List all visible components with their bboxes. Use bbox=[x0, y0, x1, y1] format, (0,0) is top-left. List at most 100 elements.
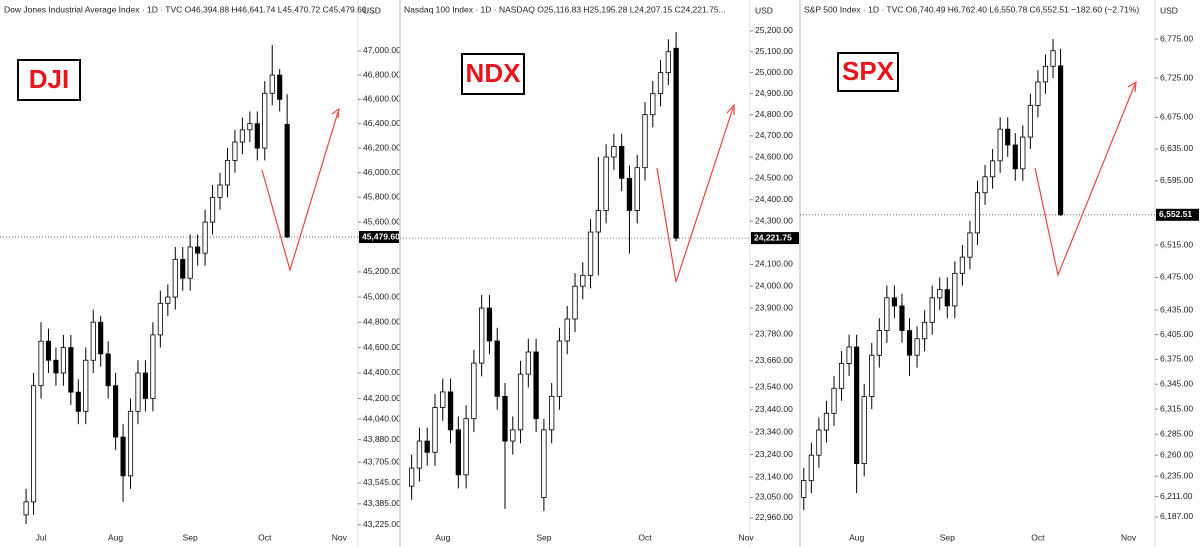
candle-body bbox=[416, 440, 423, 469]
candle-body bbox=[90, 321, 96, 361]
y-tick-label: 24,300.00 bbox=[755, 215, 793, 225]
y-tick-label: 22,960.00 bbox=[755, 512, 793, 522]
candle-body bbox=[98, 321, 104, 355]
symbol-label: SPX bbox=[842, 56, 895, 86]
candle-body bbox=[510, 429, 516, 442]
y-tick-label: 45,200.00 bbox=[363, 266, 401, 276]
candle-body bbox=[75, 391, 81, 412]
y-tick-label: 25,200.00 bbox=[755, 25, 793, 35]
candle-body bbox=[816, 429, 822, 456]
candle-body bbox=[217, 184, 223, 198]
y-tick-label: 24,500.00 bbox=[755, 173, 793, 183]
candle-body bbox=[471, 362, 477, 420]
candle-body bbox=[127, 410, 134, 477]
y-tick-label: 6,375.00 bbox=[1160, 354, 1193, 364]
v-arrow bbox=[261, 111, 339, 273]
y-tick-label: 45,600.00 bbox=[363, 216, 401, 226]
symbol-box bbox=[837, 52, 899, 92]
candle-body bbox=[580, 274, 586, 287]
y-tick-label: 24,600.00 bbox=[755, 151, 793, 161]
y-tick-label: 44,200.00 bbox=[363, 393, 401, 403]
y-tick-label: 24,700.00 bbox=[755, 130, 793, 140]
y-tick-label: 46,200.00 bbox=[363, 142, 401, 152]
candle-body bbox=[884, 297, 890, 331]
y-tick-label: 46,800.00 bbox=[363, 69, 401, 79]
y-tick-label: 23,900.00 bbox=[755, 302, 793, 312]
y-tick-label: 23,140.00 bbox=[755, 471, 793, 481]
y-tick-label: 6,211.00 bbox=[1160, 491, 1193, 501]
y-tick-label: 6,235.00 bbox=[1160, 470, 1193, 480]
y-tick-label: 24,800.00 bbox=[755, 109, 793, 119]
candle-body bbox=[967, 232, 973, 258]
candle-body bbox=[564, 318, 570, 342]
candle-body bbox=[284, 123, 290, 238]
candle-body bbox=[549, 395, 555, 431]
candle-body bbox=[432, 407, 438, 453]
candle-body bbox=[60, 347, 66, 374]
candle-body bbox=[556, 340, 563, 397]
y-tick-label: 6,725.00 bbox=[1160, 72, 1193, 82]
candle-body bbox=[232, 141, 238, 161]
last-price-label: 45,479.60 bbox=[362, 231, 400, 241]
y-tick-label: 23,540.00 bbox=[755, 382, 793, 392]
candle-body bbox=[665, 51, 671, 74]
y-tick-label: 24,000.00 bbox=[755, 280, 793, 290]
y-tick-label: 6,515.00 bbox=[1160, 239, 1193, 249]
candle-body bbox=[180, 259, 186, 279]
y-tick-label: 6,315.00 bbox=[1160, 403, 1193, 413]
x-tick-label: Nov bbox=[1121, 532, 1137, 542]
candle-body bbox=[861, 396, 867, 464]
candle-body bbox=[959, 256, 965, 274]
candle-body bbox=[823, 412, 830, 431]
candle-body bbox=[974, 192, 981, 234]
x-tick-label: Aug bbox=[849, 532, 864, 542]
y-tick-label: 45,000.00 bbox=[363, 291, 401, 301]
candle-body bbox=[1050, 50, 1056, 67]
v-arrow bbox=[656, 107, 734, 283]
arrow-head bbox=[1127, 80, 1137, 93]
last-price-box bbox=[751, 232, 799, 245]
y-tick-label: 23,240.00 bbox=[755, 449, 793, 459]
y-tick-label: 44,600.00 bbox=[363, 342, 401, 352]
candle-body bbox=[1012, 144, 1018, 170]
x-tick-label: Nov bbox=[332, 532, 348, 542]
candle-body bbox=[876, 330, 882, 356]
candle-body bbox=[891, 297, 898, 307]
y-tick-label: 6,475.00 bbox=[1160, 272, 1193, 282]
axis-unit: USD bbox=[755, 5, 773, 15]
candle-body bbox=[642, 114, 648, 169]
last-price-box bbox=[1156, 208, 1199, 221]
candle-body bbox=[541, 429, 547, 498]
candle-body bbox=[944, 289, 950, 307]
y-tick-label: 6,595.00 bbox=[1160, 175, 1193, 185]
candle-body bbox=[525, 351, 531, 375]
candle-body bbox=[846, 346, 852, 364]
y-tick-label: 24,100.00 bbox=[755, 259, 793, 269]
candle-body bbox=[869, 354, 875, 398]
annotation-arrows bbox=[261, 80, 1137, 283]
y-tick-label: 45,800.00 bbox=[363, 192, 401, 202]
y-tick-label: 23,050.00 bbox=[755, 492, 793, 502]
symbol-label: DJI bbox=[29, 64, 69, 94]
y-tick-label: 6,435.00 bbox=[1160, 304, 1193, 314]
candle-body bbox=[135, 372, 141, 412]
candle-body bbox=[424, 440, 430, 453]
candle-body bbox=[68, 347, 74, 393]
y-tick-label: 25,100.00 bbox=[755, 46, 793, 56]
y-tick-label: 6,775.00 bbox=[1160, 33, 1193, 43]
candle-body bbox=[619, 146, 625, 179]
candle-body bbox=[172, 259, 178, 298]
candle-body bbox=[517, 373, 524, 431]
candle-body bbox=[157, 302, 163, 336]
y-tick-label: 43,705.00 bbox=[363, 456, 401, 466]
chart-header: Dow Jones Industrial Average Index · 1D … bbox=[4, 4, 374, 14]
candle-body bbox=[195, 246, 201, 254]
candle-body bbox=[45, 340, 52, 361]
symbol-label: NDX bbox=[466, 58, 522, 88]
y-tick-label: 44,800.00 bbox=[363, 316, 401, 326]
candle-body bbox=[899, 305, 905, 331]
candle-body bbox=[587, 231, 594, 276]
candle-body bbox=[202, 221, 208, 254]
candle-body bbox=[447, 391, 454, 431]
